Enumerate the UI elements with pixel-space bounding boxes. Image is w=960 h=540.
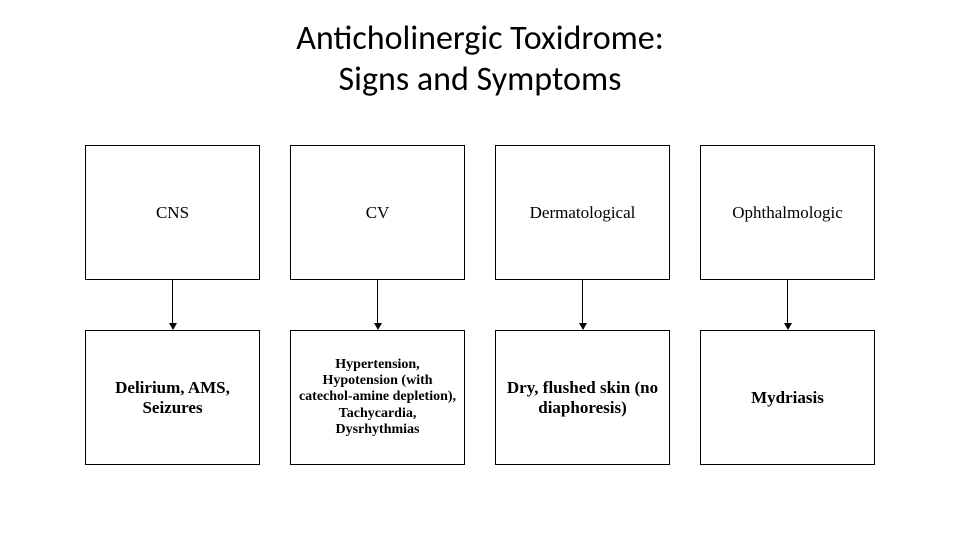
symptoms-box: Delirium, AMS, Seizures: [85, 330, 260, 465]
column: CV Hypertension, Hypotension (with catech…: [290, 145, 465, 465]
columns-container: CNS Delirium, AMS, SeizuresCV Hypertension…: [0, 145, 960, 465]
title-line-1: Anticholinergic Toxidrome:: [0, 18, 960, 59]
title-block: Anticholinergic Toxidrome: Signs and Sym…: [0, 0, 960, 100]
arrow-down-icon: [169, 280, 177, 330]
title-line-2: Signs and Symptoms: [0, 59, 960, 100]
symptoms-box: Dry, flushed skin (no diaphoresis): [495, 330, 670, 465]
column: Dermatological Dry, flushed skin (no diap…: [495, 145, 670, 465]
slide-page: Anticholinergic Toxidrome: Signs and Sym…: [0, 0, 960, 540]
symptoms-box: Mydriasis: [700, 330, 875, 465]
arrow-down-icon: [784, 280, 792, 330]
arrow-down-icon: [374, 280, 382, 330]
category-box: CV: [290, 145, 465, 280]
arrow-down-icon: [579, 280, 587, 330]
category-box: Ophthalmologic: [700, 145, 875, 280]
column: Ophthalmologic Mydriasis: [700, 145, 875, 465]
symptoms-box: Hypertension, Hypotension (with catechol…: [290, 330, 465, 465]
category-box: CNS: [85, 145, 260, 280]
category-box: Dermatological: [495, 145, 670, 280]
column: CNS Delirium, AMS, Seizures: [85, 145, 260, 465]
